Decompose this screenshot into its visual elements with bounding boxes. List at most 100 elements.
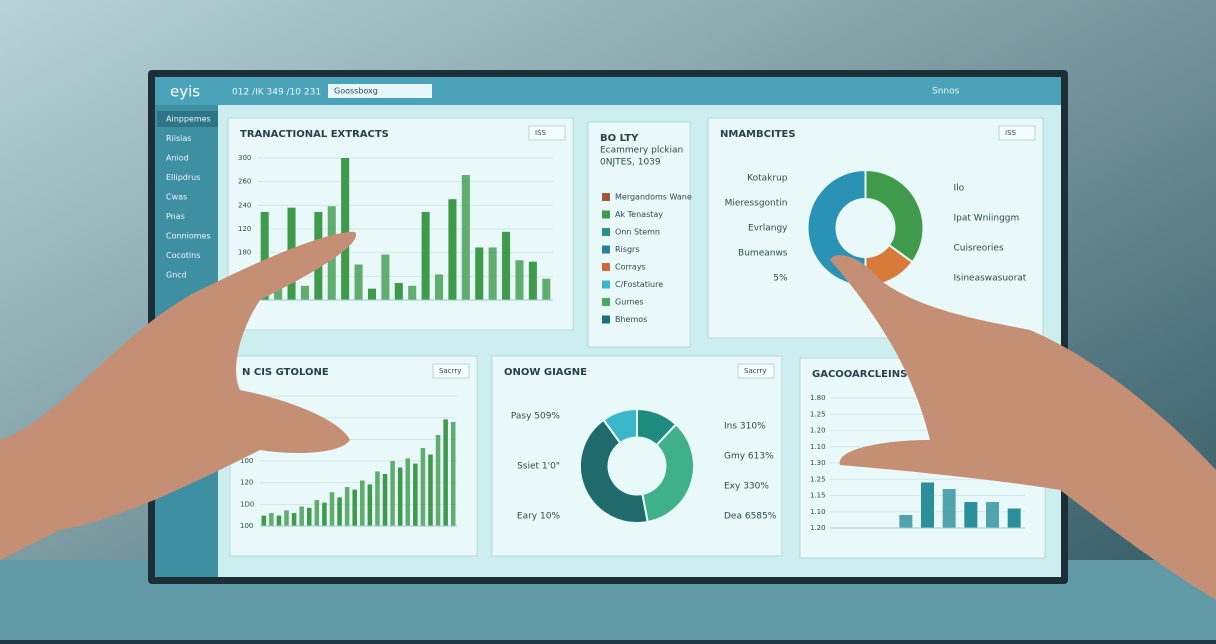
panel-menu-text: Sacrry xyxy=(439,367,461,375)
panel-subtitle: Ecammery plckian xyxy=(600,146,683,156)
legend-swatch xyxy=(602,193,610,201)
bar xyxy=(428,454,433,526)
bar xyxy=(515,260,524,300)
pie-label-left: Eary 10% xyxy=(517,512,561,522)
bar xyxy=(421,211,430,300)
panel-menu[interactable] xyxy=(998,125,1036,141)
legend-swatch xyxy=(602,228,610,236)
content: Ainppemes Riisias Aniod Ellipdrus Cwas Pnas Co… xyxy=(157,111,1046,559)
bar xyxy=(274,282,283,300)
y-tick-label: 1.20 xyxy=(810,427,826,435)
legend-swatch xyxy=(602,315,610,324)
bar xyxy=(542,278,551,300)
bar xyxy=(344,487,350,526)
bar xyxy=(475,247,484,300)
bar xyxy=(299,506,304,526)
sidebar-item[interactable]: Riisias xyxy=(166,134,191,143)
y-tick-label: 1.80 xyxy=(810,394,826,402)
bar xyxy=(921,482,934,528)
y-tick-label: 240 xyxy=(238,201,251,209)
bar xyxy=(260,211,269,300)
search-box[interactable] xyxy=(328,84,432,98)
bar xyxy=(942,489,956,528)
y-tick-label: 1.20 xyxy=(810,524,826,532)
panel-menu-text: ISS xyxy=(1005,129,1017,137)
sidebar-item[interactable]: Gncd xyxy=(166,271,187,280)
pie-slice xyxy=(864,168,925,264)
y-tick-label: 1.25 xyxy=(810,410,826,418)
panel-menu-text: Sacrry xyxy=(744,367,766,375)
legend-swatch xyxy=(602,263,610,271)
bar xyxy=(337,497,342,526)
legend-label: Onn Stemn xyxy=(615,228,660,237)
bar xyxy=(352,489,357,526)
legend-label: Corrays xyxy=(615,263,646,272)
bar xyxy=(443,419,448,526)
panel-menu[interactable] xyxy=(432,363,470,379)
pie-slice xyxy=(806,168,867,288)
bar xyxy=(435,435,441,526)
sidebar-item[interactable]: Conniomes xyxy=(166,232,211,241)
bar xyxy=(306,507,312,526)
bar xyxy=(408,285,417,300)
sidebar-item[interactable]: Cocotins xyxy=(166,251,200,260)
bar xyxy=(1007,508,1021,528)
bar xyxy=(964,502,978,528)
bar xyxy=(390,461,395,526)
bar xyxy=(382,474,388,526)
panel-menu[interactable] xyxy=(528,125,566,141)
legend-label: Ak Tenastay xyxy=(615,210,663,219)
bar xyxy=(291,513,297,526)
pie-label-left: Evrlangy xyxy=(748,224,788,234)
bar xyxy=(502,231,511,300)
pie-label-right: Ilo xyxy=(954,184,965,194)
y-tick-label: 1.10 xyxy=(810,443,826,451)
bar xyxy=(420,448,426,526)
panel-title: GACOOARCLEINS xyxy=(812,369,907,380)
pie-label-right: Dea 6585% xyxy=(724,512,777,522)
pie-label-left: Bumeanws xyxy=(738,249,788,259)
panel-note: 0NJTES, 1039 xyxy=(600,158,661,168)
y-tick-label: 120 xyxy=(240,479,253,487)
bar xyxy=(381,254,390,300)
bar xyxy=(314,500,320,526)
panel-title: N CIS GTOLONE xyxy=(242,367,329,378)
bar xyxy=(354,264,363,300)
sidebar-item[interactable]: Ainppemes xyxy=(166,115,211,124)
y-tick-label: 100 xyxy=(240,457,253,465)
panel-menu[interactable] xyxy=(737,363,775,379)
sidebar-item[interactable]: Ellipdrus xyxy=(166,173,200,182)
user[interactable]: Snnos xyxy=(932,87,960,97)
panel-title: TRANACTIONAL EXTRACTS xyxy=(240,129,389,140)
bar xyxy=(367,484,373,526)
legend-swatch xyxy=(602,280,610,289)
y-tick-label: 1.25 xyxy=(810,475,826,483)
bar xyxy=(341,158,350,300)
bar xyxy=(450,422,456,526)
sidebar-item[interactable]: Cwas xyxy=(166,193,187,202)
bar xyxy=(367,288,376,300)
y-tick-label: 120 xyxy=(238,225,251,233)
bar xyxy=(435,274,444,300)
y-tick-label: 180 xyxy=(238,249,251,257)
pie-label-left: Kotakrup xyxy=(747,174,788,184)
legend-label: Risgrs xyxy=(615,245,639,254)
pie-label-right: Ins 310% xyxy=(724,422,766,432)
pie-slice xyxy=(602,407,638,445)
legend-label: C/Fostatiure xyxy=(615,280,663,289)
pie-label-left: Mieressgontin xyxy=(725,199,788,209)
bar xyxy=(300,285,309,300)
y-tick-label: 300 xyxy=(238,154,251,162)
pie-slice xyxy=(641,423,695,524)
bar xyxy=(322,502,327,526)
panel-title: ONOW GIAGNE xyxy=(504,367,587,378)
header-id: 012 /IK 349 /10 231 xyxy=(232,88,321,98)
bar xyxy=(284,510,289,526)
panel-title: BO LTY xyxy=(600,133,639,144)
bar xyxy=(276,515,282,526)
y-tick-label: 260 xyxy=(238,178,251,186)
sidebar-item[interactable]: Aniod xyxy=(166,154,189,163)
sidebar-item[interactable]: Pnas xyxy=(166,212,185,221)
